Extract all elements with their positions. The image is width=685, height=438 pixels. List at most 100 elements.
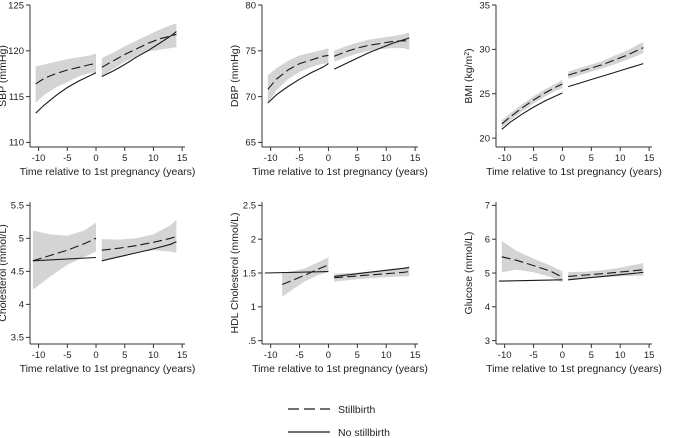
- x-tick-label: 15: [177, 350, 188, 361]
- y-tick-label: 65: [245, 138, 256, 149]
- y-tick-label: 75: [245, 46, 256, 57]
- y-axis-title-text: Glucose (mmol/L): [463, 232, 475, 315]
- x-axis-title: Time relative to 1st pregnancy (years): [252, 166, 428, 178]
- x-tick-label: -10: [498, 350, 512, 361]
- x-tick-label: -10: [32, 350, 46, 361]
- stillbirth-line: [35, 63, 97, 85]
- x-axis-title: Time relative to 1st pregnancy (years): [486, 363, 662, 375]
- x-tick-label: -10: [32, 153, 46, 164]
- x-tick-label: 5: [589, 153, 594, 164]
- y-tick-label: 2.5: [243, 201, 256, 212]
- y-axis-title: Cholesterol (mmol/L): [0, 224, 9, 321]
- x-tick-label: 15: [644, 153, 655, 164]
- x-tick-label: 0: [93, 153, 98, 164]
- no-stillbirth-line: [334, 267, 410, 277]
- y-tick-label: 3: [485, 336, 490, 347]
- panel-6: 3 4 5 6 7 -10 -5 0 5 10 15 Time relative to 1st pre…: [463, 201, 662, 375]
- ci-band: [101, 23, 177, 77]
- x-tick-label: 5: [122, 350, 127, 361]
- y-tick-label: .5: [248, 336, 256, 347]
- ci-band: [334, 32, 410, 62]
- stillbirth-line: [568, 47, 644, 76]
- stillbirth-line: [267, 54, 329, 90]
- y-axis-title: SBP (mmHg): [0, 45, 9, 107]
- no-stillbirth-line: [101, 241, 177, 262]
- x-tick-label: 5: [122, 153, 127, 164]
- y-tick-label: 4: [485, 302, 490, 313]
- x-tick-label: -10: [498, 153, 512, 164]
- y-tick-label: 70: [245, 92, 256, 103]
- y-tick-label: 2: [251, 234, 256, 245]
- y-tick-label: 80: [245, 0, 256, 11]
- no-stillbirth-line: [264, 271, 329, 274]
- stillbirth-line: [568, 269, 644, 277]
- y-axis-title-text: Cholesterol (mmol/L): [0, 224, 9, 321]
- y-tick-label: 4: [19, 300, 24, 311]
- y-axis-title-text: SBP (mmHg): [0, 45, 9, 107]
- ci-band: [101, 219, 177, 262]
- x-tick-label: 0: [560, 153, 565, 164]
- y-axis-title: BMI (kg/m2): [463, 48, 475, 103]
- y-tick-label: 5.5: [11, 201, 24, 212]
- x-axis-title: Time relative to 1st pregnancy (years): [252, 363, 428, 375]
- y-tick-label: 20: [479, 133, 490, 144]
- y-axis-title-text: HDL Cholesterol (mmol/L): [229, 213, 241, 334]
- no-stillbirth-line: [333, 37, 410, 70]
- y-axis-title: DBP (mmHg): [229, 45, 241, 107]
- x-tick-label: -5: [529, 350, 537, 361]
- x-tick-label: 10: [148, 153, 159, 164]
- panel-1: 110 115 120 125 -10 -5 0 5 10 15 Time relative to …: [0, 0, 195, 178]
- x-tick-label: 0: [560, 350, 565, 361]
- no-stillbirth-line: [568, 63, 644, 88]
- no-stillbirth-line: [101, 31, 177, 77]
- panel-5: .5 1 1.5 2 2.5 -10 -5 0 5 10 15 Time relative to 1s…: [229, 201, 428, 375]
- x-tick-label: 10: [381, 153, 392, 164]
- x-tick-label: 10: [615, 153, 626, 164]
- x-tick-label: 10: [615, 350, 626, 361]
- ci-band: [35, 53, 96, 103]
- y-axis-title-text: BMI (kg/m: [463, 56, 475, 104]
- x-tick-label: 10: [148, 350, 159, 361]
- legend: Stillbirth No stillbirth: [288, 404, 390, 438]
- y-tick-label: 120: [8, 46, 24, 57]
- stillbirth-line: [501, 83, 563, 125]
- x-tick-label: 5: [589, 350, 594, 361]
- x-tick-label: 5: [355, 350, 360, 361]
- y-tick-label: 1: [251, 302, 256, 313]
- y-tick-label: 35: [479, 0, 490, 11]
- x-tick-label: 15: [644, 350, 655, 361]
- ci-band: [267, 48, 329, 103]
- no-stillbirth-line: [568, 271, 644, 281]
- stillbirth-line: [101, 235, 177, 251]
- y-tick-label: 25: [479, 89, 490, 100]
- y-tick-label: 125: [8, 0, 24, 11]
- y-tick-label: 30: [479, 45, 490, 56]
- x-tick-label: 10: [381, 350, 392, 361]
- x-tick-label: 15: [410, 153, 421, 164]
- stillbirth-line: [501, 256, 563, 278]
- x-tick-label: -5: [63, 153, 71, 164]
- x-tick-label: 15: [410, 350, 421, 361]
- stillbirth-line: [101, 33, 177, 68]
- x-tick-label: -10: [264, 153, 278, 164]
- x-tick-label: -10: [264, 350, 278, 361]
- ci-band: [282, 257, 329, 297]
- y-tick-label: 5: [19, 234, 24, 245]
- ci-band: [32, 222, 96, 290]
- ci-band: [501, 240, 563, 283]
- x-tick-label: 5: [355, 153, 360, 164]
- y-axis-title-text: DBP (mmHg): [229, 45, 241, 107]
- x-tick-label: -5: [295, 350, 303, 361]
- y-axis-title-suffix: ): [463, 48, 475, 52]
- x-tick-label: 0: [93, 350, 98, 361]
- y-tick-label: 7: [485, 201, 490, 212]
- no-stillbirth-line: [501, 92, 563, 130]
- y-axis-title: HDL Cholesterol (mmol/L): [229, 213, 241, 334]
- legend-label-stillbirth: Stillbirth: [338, 404, 376, 416]
- y-axis-title-superscript: 2: [464, 52, 471, 56]
- legend-label-no-stillbirth: No stillbirth: [338, 427, 390, 438]
- no-stillbirth-line: [267, 63, 329, 104]
- y-tick-label: 4.5: [11, 267, 24, 278]
